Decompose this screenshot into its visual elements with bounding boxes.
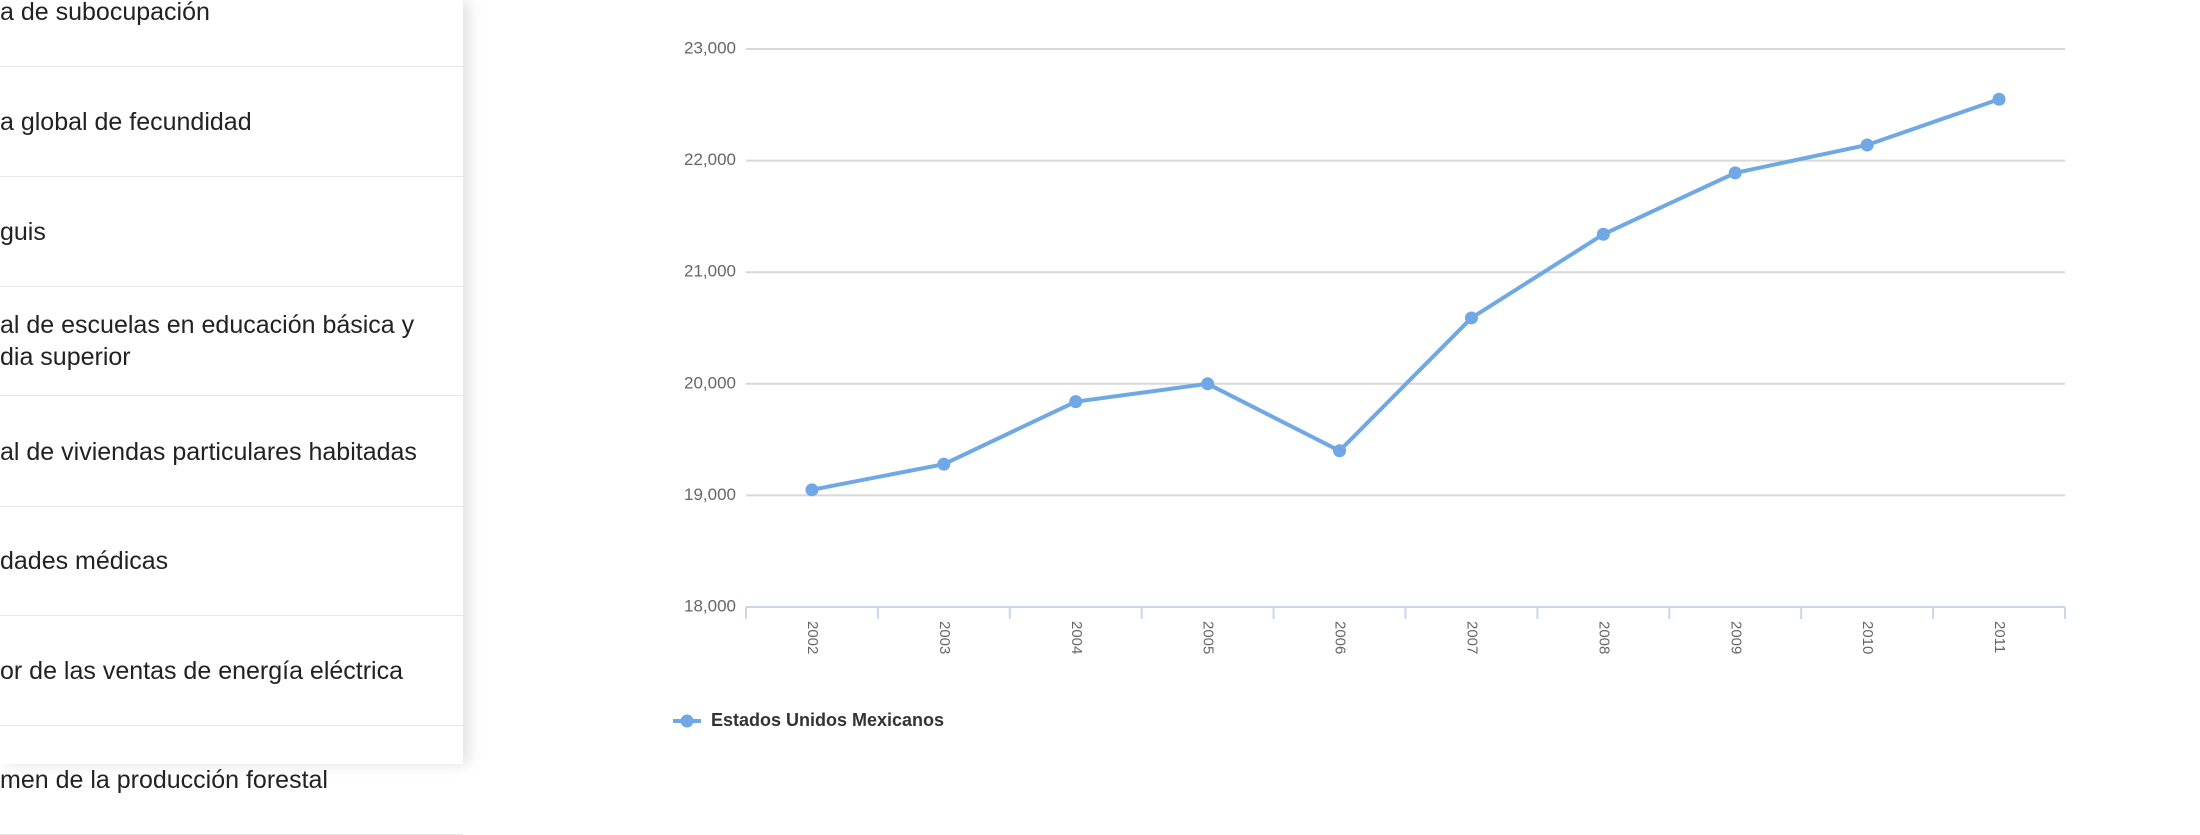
series-line (811, 97, 2000, 492)
list-item[interactable]: al de escuelas en educación básica y dia … (0, 286, 463, 396)
list-item[interactable]: a de subocupación (0, 0, 463, 67)
list-item[interactable]: al de viviendas particulares habitadas (0, 397, 463, 507)
point (1728, 166, 1742, 180)
point (1201, 377, 1215, 391)
point (1992, 92, 2006, 106)
list-item[interactable]: guis (0, 177, 463, 287)
item-label: a de subocupación (0, 0, 210, 26)
y-tick-label: 22,000 (684, 150, 736, 169)
item-label: dades médicas (0, 546, 169, 575)
item-label: men de la producción forestal (0, 765, 328, 794)
page: a de subocupación a global de fecundidad g… (0, 0, 2066, 835)
item-label: al de viviendas particulares habitadas (0, 437, 417, 466)
list-item[interactable]: dades médicas (0, 506, 463, 616)
x-tick-label: 2004 (1068, 621, 1085, 654)
y-tick-label: 20,000 (684, 373, 736, 392)
x-tick-label: 2008 (1595, 621, 1612, 654)
point (1596, 227, 1610, 241)
x-tick-label: 2009 (1727, 621, 1744, 654)
point (1333, 444, 1347, 458)
x-tick-label: 2011 (1991, 621, 2008, 653)
legend-label: Estados Unidos Mexicanos (711, 710, 944, 730)
list-item[interactable]: or de las ventas de energía eléctrica (0, 616, 463, 726)
x-tick-label: 2002 (804, 621, 821, 654)
item-label: a global de fecundidad (0, 107, 252, 136)
point (1464, 311, 1478, 325)
point (805, 483, 819, 497)
item-label: dia superior (0, 342, 131, 371)
x-tick-label: 2005 (1200, 621, 1217, 654)
legend-marker (680, 714, 694, 728)
y-tick-label: 18,000 (684, 596, 736, 615)
point (937, 457, 951, 471)
y-tick-label: 23,000 (684, 38, 736, 57)
x-tick-label: 2003 (936, 621, 953, 654)
list-item[interactable]: a global de fecundidad (0, 67, 463, 177)
chart: 18,000 19,000 20,000 21,000 22,000 23,000 2002… (673, 38, 2066, 730)
y-tick-label: 19,000 (684, 485, 736, 504)
point (1860, 138, 1874, 152)
list-item[interactable]: men de la producción forestal (0, 725, 463, 835)
y-tick-label: 21,000 (684, 262, 736, 281)
x-tick-label: 2006 (1332, 621, 1349, 654)
x-tick-label: 2007 (1463, 621, 1480, 654)
x-tick-label: 2010 (1859, 621, 1876, 654)
item-label: or de las ventas de energía eléctrica (0, 656, 404, 685)
item-label: guis (0, 217, 46, 246)
sidebar: a de subocupación a global de fecundidad g… (0, 0, 463, 835)
item-label: al de escuelas en educación básica y (0, 310, 415, 339)
point (1069, 395, 1083, 409)
